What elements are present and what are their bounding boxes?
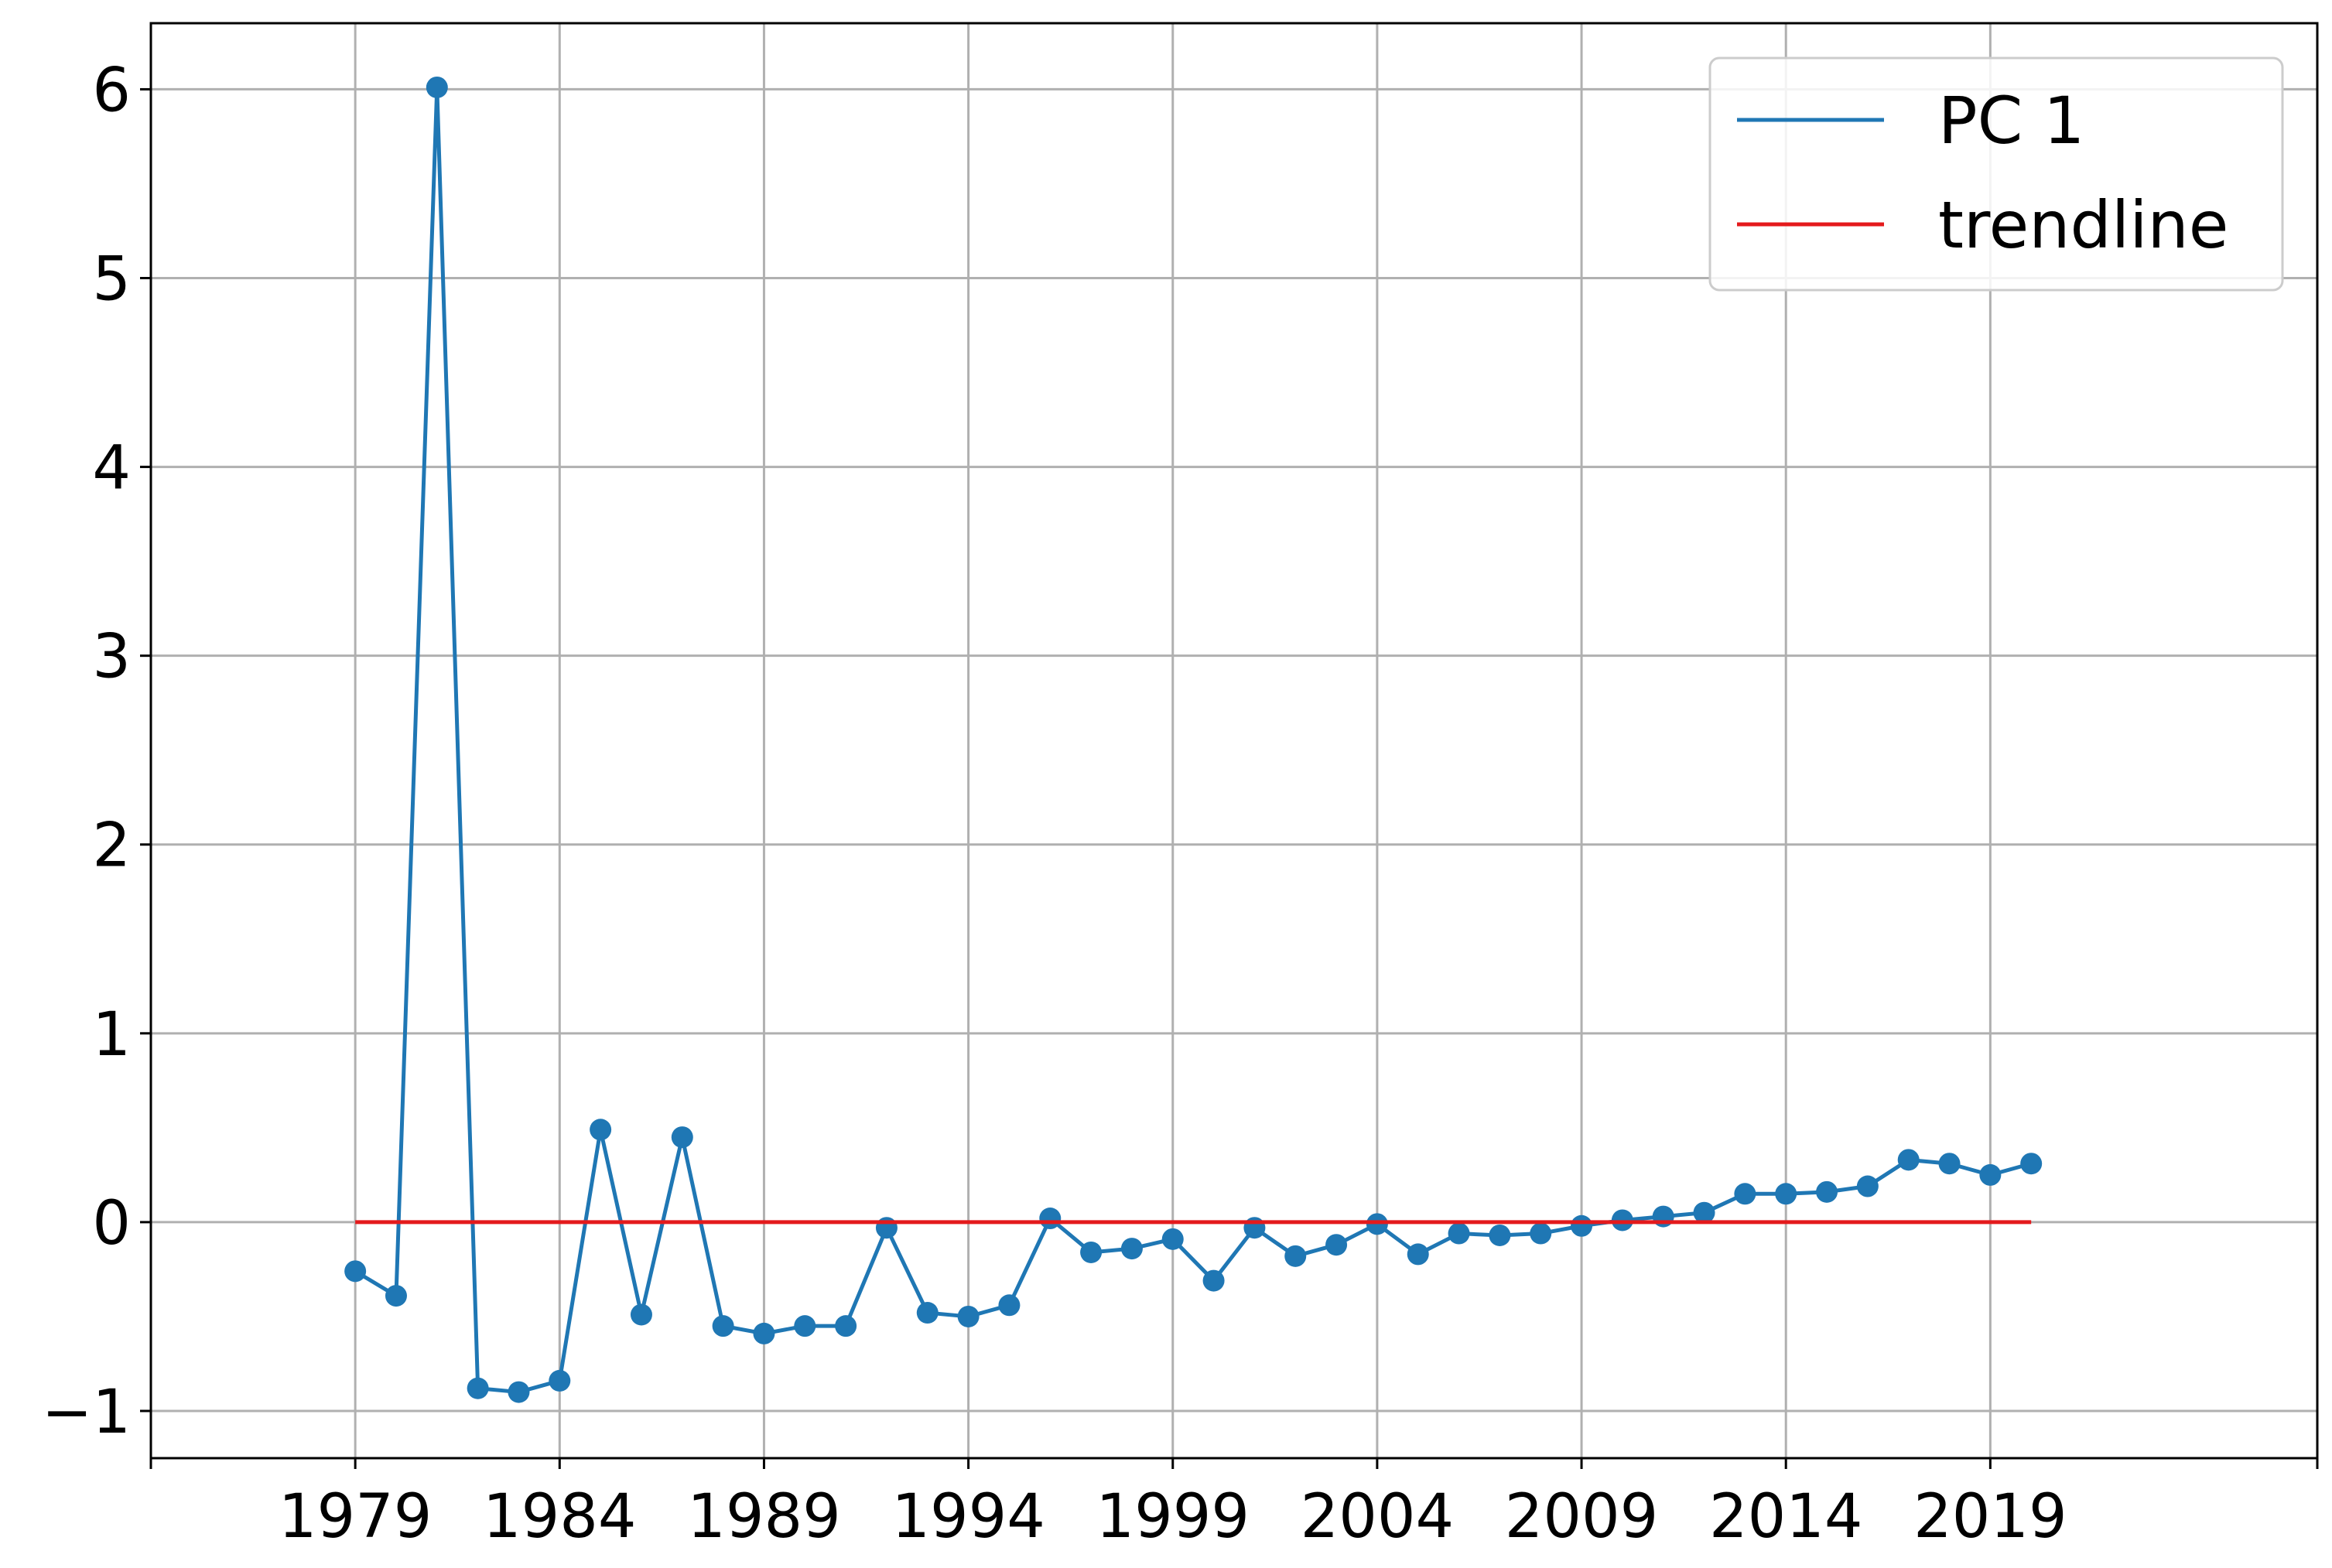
plot-area-frame bbox=[149, 22, 2319, 1460]
data-point bbox=[1407, 1243, 1429, 1266]
data-point bbox=[1202, 1269, 1225, 1292]
data-point bbox=[916, 1302, 939, 1324]
x-tick-label: 1989 bbox=[687, 1482, 841, 1552]
data-point bbox=[1938, 1153, 1961, 1175]
data-point bbox=[590, 1119, 612, 1141]
data-point bbox=[1039, 1208, 1062, 1230]
data-point bbox=[549, 1369, 571, 1392]
y-tick-label: 3 bbox=[92, 623, 131, 692]
data-point bbox=[957, 1305, 980, 1327]
data-point bbox=[630, 1303, 652, 1326]
data-point bbox=[508, 1381, 530, 1403]
data-point bbox=[1448, 1222, 1470, 1245]
data-point bbox=[1816, 1180, 1838, 1203]
data-point bbox=[835, 1315, 857, 1337]
y-tick-label: 4 bbox=[92, 434, 131, 504]
legend-item: trendline bbox=[1737, 187, 2228, 263]
data-point bbox=[1489, 1224, 1511, 1246]
data-point bbox=[1120, 1238, 1143, 1260]
x-tick-label: 1999 bbox=[1096, 1482, 1250, 1552]
x-tick-label: 2004 bbox=[1301, 1482, 1455, 1552]
data-point bbox=[753, 1322, 775, 1344]
x-tick-label: 1994 bbox=[891, 1482, 1045, 1552]
x-tick-label: 2014 bbox=[1709, 1482, 1863, 1552]
x-tick-label: 2009 bbox=[1505, 1482, 1659, 1552]
data-point bbox=[1734, 1183, 1756, 1205]
data-point bbox=[2020, 1153, 2043, 1175]
legend-box bbox=[1708, 56, 2284, 292]
y-tick-label: 0 bbox=[92, 1189, 131, 1259]
legend: PC 1 trendline bbox=[1708, 56, 2284, 292]
data-point bbox=[1530, 1222, 1552, 1245]
data-point bbox=[426, 76, 448, 98]
y-tick-label: −1 bbox=[42, 1378, 131, 1447]
data-point bbox=[1571, 1214, 1593, 1237]
data-point bbox=[1856, 1175, 1879, 1197]
series-0 bbox=[344, 76, 2043, 1403]
data-point bbox=[998, 1294, 1021, 1317]
data-point bbox=[385, 1285, 407, 1307]
data-point bbox=[794, 1315, 816, 1337]
data-point bbox=[1325, 1234, 1348, 1256]
data-point bbox=[712, 1315, 734, 1337]
y-tick-label: 2 bbox=[92, 811, 131, 881]
data-point bbox=[344, 1260, 367, 1283]
data-point bbox=[1775, 1183, 1797, 1205]
x-tick-label: 2019 bbox=[1913, 1482, 2067, 1552]
data-point bbox=[1161, 1228, 1184, 1250]
data-point bbox=[1897, 1149, 1920, 1171]
x-tick-label: 1984 bbox=[483, 1482, 637, 1552]
legend-item: PC 1 bbox=[1737, 83, 2084, 159]
y-tick-label: 1 bbox=[92, 1000, 131, 1070]
data-point bbox=[467, 1377, 489, 1399]
data-point bbox=[1979, 1163, 2002, 1186]
data-point bbox=[1284, 1245, 1307, 1267]
axis-ticks: −1 0 1 2 3 4 5 6 1979 1984 1989 1994 1999 2004 2009 201… bbox=[42, 56, 2319, 1552]
plot-series bbox=[344, 76, 2043, 1403]
y-tick-label: 5 bbox=[92, 245, 131, 315]
data-point bbox=[1080, 1241, 1103, 1263]
data-point bbox=[1693, 1201, 1715, 1224]
legend-label: trendline bbox=[1938, 187, 2228, 263]
x-tick-label: 1979 bbox=[279, 1482, 433, 1552]
y-tick-label: 6 bbox=[92, 56, 131, 125]
data-point bbox=[671, 1126, 693, 1149]
legend-label: PC 1 bbox=[1938, 83, 2084, 159]
